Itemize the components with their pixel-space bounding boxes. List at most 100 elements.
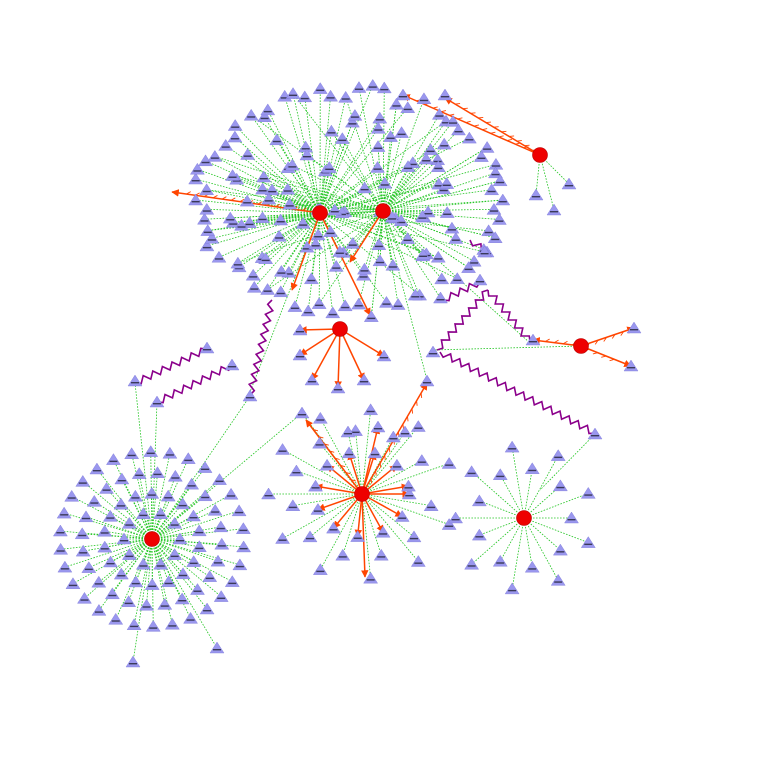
leaf-node-triangle[interactable] <box>448 232 464 244</box>
leaf-node-triangle[interactable] <box>410 555 426 567</box>
leaf-node-triangle[interactable] <box>325 306 341 319</box>
leaf-node-triangle[interactable] <box>416 92 432 104</box>
leaf-node-triangle[interactable] <box>312 563 328 575</box>
leaf-node-triangle[interactable] <box>135 507 151 519</box>
leaf-node-triangle[interactable] <box>472 528 487 541</box>
leaf-node-triangle[interactable] <box>292 348 308 361</box>
leaf-node-triangle[interactable] <box>423 499 439 511</box>
leaf-node-triangle[interactable] <box>143 445 159 457</box>
leaf-node-triangle[interactable] <box>202 570 218 582</box>
leaf-node-triangle[interactable] <box>75 544 91 557</box>
leaf-node-triangle[interactable] <box>528 188 544 201</box>
leaf-node-triangle[interactable] <box>289 464 304 477</box>
leaf-node-triangle[interactable] <box>298 140 314 153</box>
leaf-node-triangle[interactable] <box>144 578 160 590</box>
leaf-node-triangle[interactable] <box>232 558 248 571</box>
leaf-node-triangle[interactable] <box>261 487 276 500</box>
leaf-node-triangle[interactable] <box>472 494 487 507</box>
leaf-node-triangle[interactable] <box>425 345 441 358</box>
leaf-node-triangle[interactable] <box>224 358 240 371</box>
leaf-node-triangle[interactable] <box>64 489 80 502</box>
leaf-node-triangle[interactable] <box>240 148 256 160</box>
leaf-node-triangle[interactable] <box>495 193 511 206</box>
leaf-node-triangle[interactable] <box>197 212 212 225</box>
leaf-node-triangle[interactable] <box>77 591 92 604</box>
leaf-node-triangle[interactable] <box>285 87 301 99</box>
hub-4-node[interactable] <box>532 147 548 163</box>
hub-3-node[interactable] <box>332 321 348 337</box>
leaf-node-triangle[interactable] <box>125 655 141 668</box>
leaf-node-triangle[interactable] <box>441 457 457 469</box>
leaf-node-triangle[interactable] <box>311 297 327 309</box>
leaf-node-triangle[interactable] <box>550 449 566 461</box>
leaf-node-triangle[interactable] <box>308 479 323 492</box>
leaf-node-triangle[interactable] <box>188 172 204 185</box>
leaf-node-triangle[interactable] <box>212 473 227 485</box>
leaf-node-triangle[interactable] <box>439 206 455 218</box>
leaf-node-triangle[interactable] <box>287 300 303 312</box>
leaf-node-triangle[interactable] <box>97 524 113 537</box>
leaf-node-triangle[interactable] <box>389 458 405 471</box>
leaf-node-triangle[interactable] <box>414 454 430 466</box>
leaf-node-triangle[interactable] <box>213 590 229 602</box>
leaf-node-triangle[interactable] <box>337 299 353 312</box>
leaf-node-triangle[interactable] <box>385 258 401 271</box>
leaf-node-triangle[interactable] <box>423 143 438 155</box>
leaf-node-triangle[interactable] <box>164 617 180 630</box>
leaf-node-triangle[interactable] <box>370 161 385 173</box>
leaf-node-triangle[interactable] <box>116 532 132 545</box>
leaf-node-triangle[interactable] <box>310 503 326 515</box>
leaf-node-triangle[interactable] <box>492 554 508 567</box>
leaf-node-triangle[interactable] <box>223 487 239 500</box>
leaf-node-triangle[interactable] <box>105 587 120 600</box>
leaf-node-triangle[interactable] <box>242 389 258 402</box>
leaf-node-triangle[interactable] <box>326 521 341 534</box>
leaf-node-triangle[interactable] <box>126 618 142 630</box>
leaf-node-triangle[interactable] <box>330 381 346 394</box>
leaf-node-triangle[interactable] <box>300 304 316 317</box>
leaf-node-triangle[interactable] <box>197 489 213 501</box>
hub-1-node[interactable] <box>312 205 328 221</box>
leaf-node-triangle[interactable] <box>273 285 289 298</box>
leaf-node-triangle[interactable] <box>372 254 388 267</box>
leaf-node-triangle[interactable] <box>335 548 351 561</box>
hub-6-node[interactable] <box>144 531 160 547</box>
leaf-node-triangle[interactable] <box>492 468 508 480</box>
leaf-node-triangle[interactable] <box>207 150 223 162</box>
leaf-node-triangle[interactable] <box>376 349 392 362</box>
leaf-node-triangle[interactable] <box>464 465 479 477</box>
leaf-node-triangle[interactable] <box>150 466 165 478</box>
leaf-node-triangle[interactable] <box>394 510 410 522</box>
leaf-node-triangle[interactable] <box>231 504 247 517</box>
leaf-node-triangle[interactable] <box>199 183 215 195</box>
leaf-node-triangle[interactable] <box>376 81 392 94</box>
leaf-node-triangle[interactable] <box>365 79 381 91</box>
leaf-node-triangle[interactable] <box>275 532 290 544</box>
leaf-node-triangle[interactable] <box>350 530 366 542</box>
leaf-node-triangle[interactable] <box>401 479 416 492</box>
leaf-node-triangle[interactable] <box>373 548 389 561</box>
leaf-node-triangle[interactable] <box>294 406 310 419</box>
leaf-node-triangle[interactable] <box>504 582 520 595</box>
leaf-node-triangle[interactable] <box>246 280 262 293</box>
leaf-node-triangle[interactable] <box>162 446 178 459</box>
leaf-node-triangle[interactable] <box>437 88 453 101</box>
leaf-node-triangle[interactable] <box>186 509 201 522</box>
hub-8-node[interactable] <box>516 510 532 526</box>
leaf-node-triangle[interactable] <box>186 555 202 567</box>
leaf-node-triangle[interactable] <box>433 291 448 304</box>
leaf-node-triangle[interactable] <box>304 272 319 285</box>
leaf-node-triangle[interactable] <box>304 373 320 386</box>
leaf-node-triangle[interactable] <box>580 536 596 548</box>
leaf-node-triangle[interactable] <box>211 250 227 263</box>
leaf-node-triangle[interactable] <box>190 583 205 595</box>
hub-7-node[interactable] <box>354 486 370 502</box>
leaf-node-triangle[interactable] <box>102 510 118 522</box>
leaf-node-triangle[interactable] <box>255 211 270 223</box>
leaf-node-triangle[interactable] <box>86 494 102 507</box>
leaf-node-triangle[interactable] <box>524 462 540 474</box>
leaf-node-triangle[interactable] <box>580 487 596 499</box>
leaf-node-triangle[interactable] <box>271 229 287 242</box>
leaf-node-triangle[interactable] <box>243 108 259 121</box>
leaf-node-triangle[interactable] <box>338 90 354 103</box>
